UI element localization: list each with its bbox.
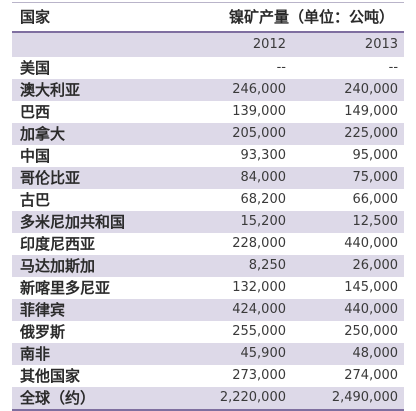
production-2012: 255,000: [232, 324, 286, 339]
country-name: 澳大利亚: [20, 81, 81, 99]
production-2013: 274,000: [344, 368, 399, 383]
year-header-blank: [12, 32, 180, 57]
country-name: 哥伦比亚: [20, 169, 81, 187]
production-2012: 8,250: [248, 258, 286, 273]
production-2012: 132,000: [232, 280, 286, 295]
country-name: 中国: [20, 147, 51, 165]
country-column-header: 国家: [12, 2, 180, 33]
production-2013: 225,000: [344, 126, 399, 141]
production-2013: 26,000: [352, 258, 399, 273]
production-2012: 246,000: [232, 82, 286, 97]
production-2013: --: [388, 60, 399, 75]
country-name: 加拿大: [20, 125, 66, 143]
country-name: 南非: [20, 345, 51, 363]
production-2012: 228,000: [232, 236, 286, 251]
year-2013-header: 2013: [364, 37, 399, 52]
table-row: 俄罗斯 255,000 250,000: [12, 321, 405, 343]
production-2012: 273,000: [232, 368, 286, 383]
table-row: 中国 93,300 95,000: [12, 145, 405, 167]
table-row: 其他国家 273,000 274,000: [12, 365, 405, 387]
production-2012: 205,000: [232, 126, 286, 141]
production-2013: 440,000: [344, 236, 399, 251]
header-row: 国家 镍矿产量（单位：公吨）: [12, 2, 405, 33]
country-name: 巴西: [20, 103, 51, 121]
production-2012: 2,220,000: [180, 387, 292, 411]
production-unit-header: 镍矿产量（单位：公吨）: [180, 2, 405, 33]
production-2012: 93,300: [240, 148, 287, 163]
page: 国家 镍矿产量（单位：公吨） 2012 2013 美国 -- -- 澳大利亚 246,0…: [12, 2, 405, 411]
country-name: 美国: [20, 59, 51, 77]
table-row: 马达加斯加 8,250 26,000: [12, 255, 405, 277]
production-2012: --: [276, 60, 286, 75]
production-2013: 149,000: [344, 104, 399, 119]
table-row: 古巴 68,200 66,000: [12, 189, 405, 211]
production-2013: 2,490,000: [292, 387, 405, 411]
production-2013: 75,000: [352, 170, 399, 185]
table-row: 巴西 139,000 149,000: [12, 101, 405, 123]
production-2013: 95,000: [352, 148, 399, 163]
production-2013: 440,000: [344, 302, 399, 317]
table-row: 加拿大 205,000 225,000: [12, 123, 405, 145]
production-2013: 250,000: [344, 324, 399, 339]
table-row: 菲律宾 424,000 440,000: [12, 299, 405, 321]
country-name: 古巴: [20, 191, 51, 209]
table-body: 美国 -- -- 澳大利亚 246,000 240,000 巴西 139,000 149,000…: [12, 57, 405, 411]
production-2013: 145,000: [344, 280, 399, 295]
year-2012-header: 2012: [252, 37, 286, 52]
table-row: 印度尼西亚 228,000 440,000: [12, 233, 405, 255]
country-name: 新喀里多尼亚: [20, 279, 111, 297]
production-2012: 15,200: [240, 214, 287, 229]
production-2012: 139,000: [232, 104, 286, 119]
country-name: 菲律宾: [20, 301, 66, 319]
production-2012: 424,000: [232, 302, 286, 317]
country-name: 马达加斯加: [20, 257, 96, 275]
country-name: 多米尼加共和国: [20, 213, 126, 231]
table-row: 美国 -- --: [12, 57, 405, 79]
country-name: 俄罗斯: [20, 323, 66, 341]
country-name: 全球（约）: [12, 387, 180, 411]
table-row: 全球（约） 2,220,000 2,490,000: [12, 387, 405, 411]
production-2013: 48,000: [352, 346, 399, 361]
country-name: 印度尼西亚: [20, 235, 96, 253]
table-row: 新喀里多尼亚 132,000 145,000: [12, 277, 405, 299]
table-row: 多米尼加共和国 15,200 12,500: [12, 211, 405, 233]
production-2012: 45,900: [240, 346, 287, 361]
nickel-production-table: 国家 镍矿产量（单位：公吨） 2012 2013 美国 -- -- 澳大利亚 246,0…: [12, 2, 405, 411]
production-2013: 66,000: [352, 192, 399, 207]
production-2012: 68,200: [240, 192, 287, 207]
country-name: 其他国家: [20, 367, 81, 385]
production-2012: 84,000: [240, 170, 287, 185]
year-header-row: 2012 2013: [12, 32, 405, 57]
table-row: 澳大利亚 246,000 240,000: [12, 79, 405, 101]
table-row: 南非 45,900 48,000: [12, 343, 405, 365]
table-row: 哥伦比亚 84,000 75,000: [12, 167, 405, 189]
production-2013: 240,000: [344, 82, 399, 97]
production-2013: 12,500: [352, 214, 399, 229]
